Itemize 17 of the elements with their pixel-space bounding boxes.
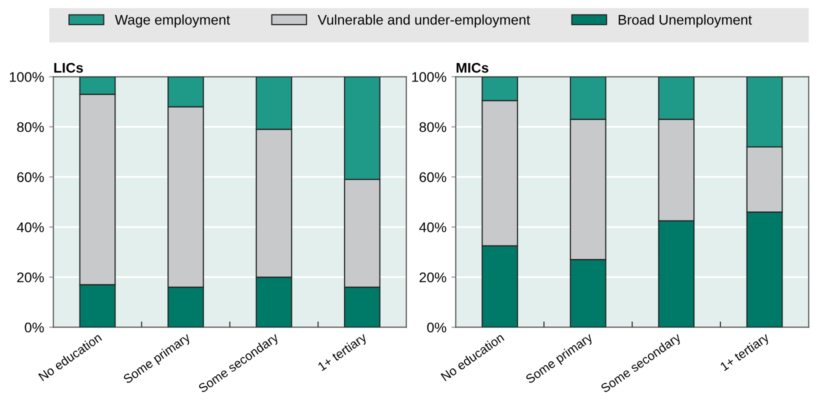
y-tick-label: 100% [412, 72, 446, 82]
y-tick-label: 0% [24, 322, 44, 332]
y-tick-label: 20% [420, 272, 446, 282]
y-tick-label: 20% [17, 272, 44, 282]
chart-title: MICs [456, 62, 488, 73]
y-tick-label: 40% [419, 222, 446, 232]
y-tick-label: 100% [10, 72, 44, 82]
y-tick-label: 80% [420, 122, 446, 132]
legend-label: Broad Unemployment [618, 14, 752, 28]
y-tick-label: 80% [17, 122, 44, 132]
y-tick-label: 0% [427, 322, 446, 332]
y-tick-label: 60% [420, 172, 446, 182]
chart-title: LICs [54, 62, 83, 73]
y-tick-label: 60% [17, 172, 44, 182]
legend-label: Wage employment [114, 14, 230, 28]
y-tick-label: 40% [16, 222, 44, 232]
legend-label: Vulnerable and under-employment [318, 14, 530, 28]
